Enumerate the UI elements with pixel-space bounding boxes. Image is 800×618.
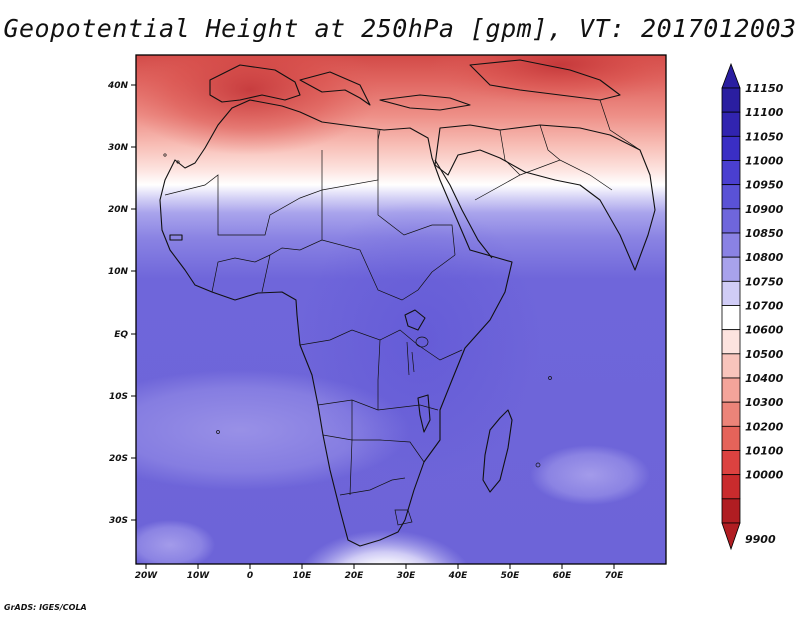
lat-label-eq: EQ [114, 330, 128, 340]
colorbar-label: 11150 [745, 82, 784, 95]
colorbar-swatch [721, 135, 741, 161]
colorbar-swatch [721, 450, 741, 476]
lat-label-20n: 20N [108, 205, 129, 215]
lon-tick-60e: 60E [553, 564, 573, 581]
colorbar-swatch [721, 377, 741, 403]
colorbar-label: 10700 [745, 300, 784, 313]
colorbar-swatch [721, 160, 741, 186]
colorbar-label: 10800 [745, 251, 784, 264]
colorbar-swatch [721, 425, 741, 451]
lat-tick-30n: 30N [108, 143, 136, 153]
colorbar-label: 10900 [745, 203, 784, 216]
lon-tick-20w: 20W [135, 564, 159, 581]
colorbar-label: 11100 [745, 106, 784, 119]
colorbar-swatch [721, 256, 741, 282]
lon-tick-20e: 20E [345, 564, 365, 581]
height-field [136, 55, 666, 564]
lat-label-10s: 10S [109, 392, 128, 402]
colorbar-swatch [721, 474, 741, 500]
colorbar-label: 10750 [745, 275, 784, 288]
colorbar-swatch [721, 401, 741, 427]
lakes [163, 153, 552, 468]
colorbar-swatch [721, 280, 741, 306]
lat-tick-10s: 10S [109, 392, 136, 402]
colorbar-label: 11000 [745, 155, 784, 168]
lon-label-20w: 20W [135, 571, 159, 581]
lat-tick-10n: 10N [108, 267, 136, 277]
colorbar-label: 10950 [745, 179, 784, 192]
lat-label-30n: 30N [108, 143, 129, 153]
lon-tick-50e: 50E [501, 564, 521, 581]
colorbar-label: 10100 [745, 445, 784, 458]
lat-label-30s: 30S [109, 516, 128, 526]
longitude-axis: 20W 10W 0 10E 20E 30E 40E 50E [135, 564, 624, 581]
colorbar-label: 10500 [745, 348, 784, 361]
lon-label-40e: 40E [448, 571, 469, 581]
lon-label-30e: 30E [397, 571, 417, 581]
lat-tick-20s: 20S [109, 454, 136, 464]
lat-tick-30s: 30S [109, 516, 136, 526]
lon-tick-30e: 30E [397, 564, 417, 581]
lon-tick-40e: 40E [448, 564, 469, 581]
coastlines [159, 59, 656, 547]
colorbar-bottom-arrow [721, 522, 741, 551]
lon-label-0: 0 [247, 571, 253, 581]
lat-tick-eq: EQ [114, 330, 136, 340]
latitude-axis: 40N 30N 20N 10N EQ 10S 20S 30S [107, 81, 136, 526]
colorbar: 11150 11100 11050 11000 10950 10900 10850 10800… [721, 62, 784, 551]
lat-label-40n: 40N [107, 81, 129, 91]
lat-label-10n: 10N [108, 267, 129, 277]
lat-label-20s: 20S [109, 454, 128, 464]
lon-label-10w: 10W [187, 571, 211, 581]
lon-tick-70e: 70E [605, 564, 625, 581]
lon-label-70e: 70E [605, 571, 625, 581]
map-title: Geopotential Height at 250hPa [gpm], VT:… [3, 14, 797, 43]
colorbar-label: 10300 [745, 396, 784, 409]
colorbar-label: 10200 [745, 420, 784, 433]
colorbar-swatch [721, 184, 741, 210]
lon-tick-0: 0 [247, 564, 253, 581]
colorbar-swatch [721, 111, 741, 137]
lon-tick-10w: 10W [187, 564, 211, 581]
colorbar-swatch [721, 498, 741, 524]
lat-tick-20n: 20N [108, 205, 136, 215]
colorbar-swatch [721, 208, 741, 234]
lat-tick-40n: 40N [107, 81, 136, 91]
colorbar-swatch [721, 353, 741, 379]
colorbar-label: 11050 [745, 130, 784, 143]
colorbar-swatch [721, 329, 741, 355]
lon-label-10e: 10E [293, 571, 313, 581]
lon-label-20e: 20E [345, 571, 365, 581]
colorbar-label: 10600 [745, 324, 784, 337]
colorbar-label: 10850 [745, 227, 784, 240]
colorbar-swatch [721, 232, 741, 258]
map-frame [135, 54, 667, 565]
colorbar-top-arrow [721, 62, 741, 89]
colorbar-label: 9900 [745, 533, 776, 546]
lon-label-50e: 50E [501, 571, 521, 581]
lon-tick-10e: 10E [293, 564, 313, 581]
country-borders [164, 99, 641, 526]
colorbar-label: 10400 [745, 372, 784, 385]
colorbar-label: 10000 [745, 469, 784, 482]
colorbar-swatch [721, 305, 741, 331]
colorbar-swatch [721, 87, 741, 113]
credit-text: GrADS: IGES/COLA [4, 603, 87, 612]
lon-label-60e: 60E [553, 571, 573, 581]
